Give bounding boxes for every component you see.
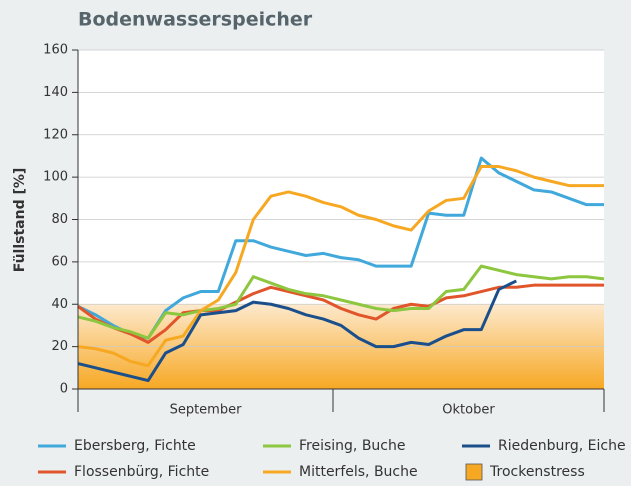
- series-line: [77, 165, 604, 368]
- legend-swatch: [465, 463, 483, 481]
- y-tick-label: 0: [60, 382, 68, 397]
- y-tick-label: 80: [51, 212, 68, 227]
- legend-label: Flossenbürg, Fichte: [74, 464, 209, 480]
- legend-label: Trockenstress: [489, 464, 585, 480]
- y-tick-label: 100: [43, 170, 68, 185]
- lines-layer: [77, 156, 605, 383]
- x-tick-label: Oktober: [442, 403, 495, 418]
- legend-label: Riedenburg, Eiche: [498, 438, 626, 454]
- y-tick-label: 20: [51, 339, 68, 354]
- legend-label: Mitterfels, Buche: [299, 464, 418, 480]
- series-line: [77, 264, 605, 340]
- y-tick-label: 140: [43, 85, 68, 100]
- legend-label: Freising, Buche: [299, 438, 406, 454]
- y-tick-label: 160: [43, 43, 68, 58]
- chart-title: Bodenwasserspeicher: [78, 9, 313, 31]
- y-axis-label: Füllstand [%]: [12, 168, 28, 273]
- series-line: [77, 279, 517, 383]
- y-tick-label: 40: [51, 297, 68, 312]
- legend: Ebersberg, Fichte Flossenbürg, Fichte Frei…: [38, 438, 626, 481]
- series-line: [77, 283, 604, 344]
- y-tick-label: 120: [43, 127, 68, 142]
- grid-layer: 0 20 40 60 80 100 120 140 160: [43, 43, 604, 397]
- series-line: [77, 156, 604, 340]
- legend-label: Ebersberg, Fichte: [74, 438, 196, 454]
- x-tick-label: September: [170, 403, 243, 418]
- y-tick-label: 60: [51, 254, 68, 269]
